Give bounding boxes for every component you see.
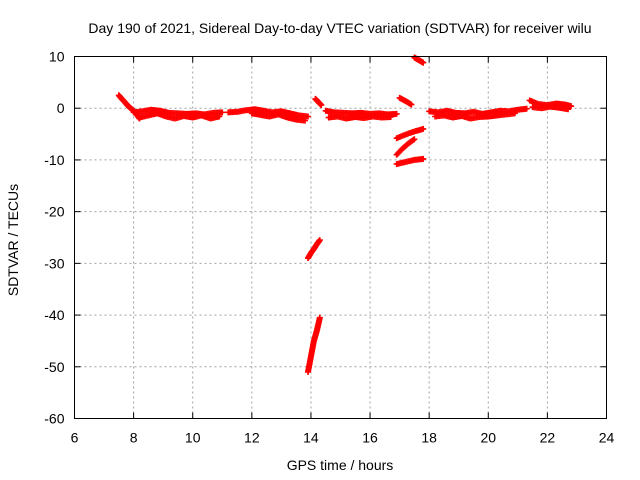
y-axis-label: SDTVAR / TECUs [5,184,21,296]
x-tick-label: 16 [362,430,378,446]
data-point [411,136,418,143]
data-point [523,105,530,112]
series-arc-mid-b [325,113,394,122]
data-point [420,125,427,132]
series-arc-1400-b [304,314,323,375]
x-tick-label: 6 [71,430,79,446]
y-tick-label: -10 [44,152,64,168]
data-point [393,110,400,117]
y-tick-label: -50 [44,359,64,375]
plot-frame [74,56,607,419]
x-tick-label: 12 [244,430,260,446]
data-point [568,103,575,110]
series-arc-1710-down-c [393,155,427,168]
data-point [216,113,223,120]
x-tick-label: 10 [185,430,201,446]
x-tick-label: 24 [599,430,615,446]
series-arc-main-b [136,110,223,122]
y-tick-label: -20 [44,204,64,220]
series-arc-1710-down-a [393,125,427,142]
data-point [408,101,415,108]
x-tick-label: 14 [303,430,319,446]
data-points [115,54,575,375]
data-point [318,102,325,109]
grid [74,56,607,419]
x-tick-label: 22 [540,430,556,446]
data-point [420,155,427,162]
series-arc-1400-a [304,237,323,262]
series-arc-1770-top [411,54,427,66]
series-arc-late-b [432,110,518,122]
data-point [219,109,226,116]
data-point [316,314,323,321]
series-arc-1710-up [396,94,415,108]
data-point [304,113,311,120]
data-point [565,106,572,113]
axis-ticks: 6 8 10 12 14 16 18 20 22 24 10 0 -10 -20 -30 -40 -50 -60 [44,49,614,446]
series-arc-1420 [312,95,325,109]
data-point [302,117,309,124]
x-tick-label: 18 [421,430,437,446]
y-tick-label: -30 [44,255,64,271]
data-point [316,237,323,244]
chart-title: Day 190 of 2021, Sidereal Day-to-day VTE… [88,20,591,36]
x-tick-label: 8 [130,430,138,446]
series-arc-end-b [529,103,572,113]
x-tick-label: 20 [480,430,496,446]
x-axis-label: GPS time / hours [287,457,394,473]
data-point [511,110,518,117]
data-point [387,114,394,121]
series-arc-1710-down-b [393,136,418,158]
y-tick-label: -40 [44,307,64,323]
y-tick-label: 10 [49,49,65,65]
y-tick-label: -60 [44,411,64,427]
data-point [420,59,427,66]
series-arc-main-d [248,110,309,124]
y-tick-label: 0 [57,100,65,116]
